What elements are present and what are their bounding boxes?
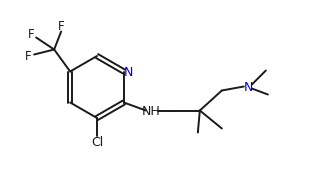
Text: F: F <box>58 20 65 33</box>
Text: F: F <box>28 28 35 41</box>
Text: N: N <box>244 81 253 94</box>
Text: NH: NH <box>142 105 160 118</box>
Text: Cl: Cl <box>91 136 103 149</box>
Text: N: N <box>124 66 134 79</box>
Text: F: F <box>25 50 31 63</box>
